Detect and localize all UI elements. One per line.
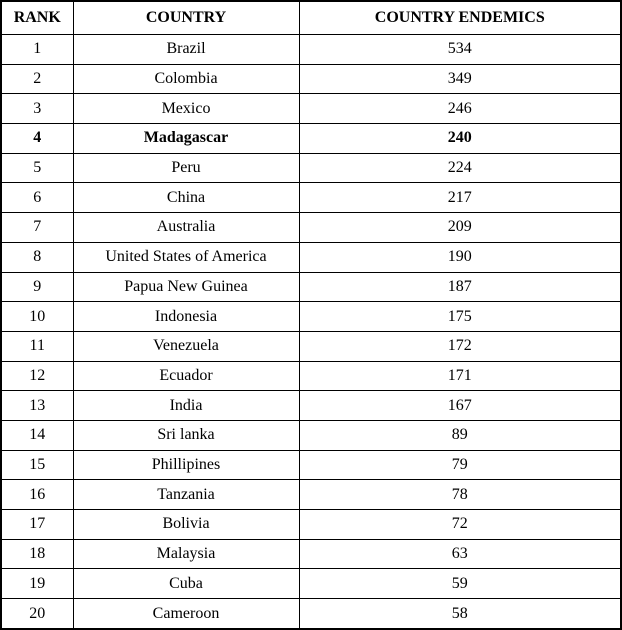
cell-country: Peru — [72, 152, 300, 184]
cell-endemics: 167 — [298, 390, 622, 421]
table-row: 16 Tanzania 78 — [0, 479, 622, 510]
table-row: 4 Madagascar 240 — [0, 123, 622, 154]
cell-rank: 1 — [0, 34, 74, 65]
cell-rank: 10 — [0, 301, 74, 332]
cell-country: Sri lanka — [72, 419, 300, 451]
header-endemics: COUNTRY ENDEMICS — [298, 0, 622, 35]
cell-country: Cuba — [72, 568, 300, 600]
cell-country: Tanzania — [72, 479, 300, 510]
cell-endemics: 217 — [298, 182, 622, 214]
cell-endemics: 246 — [298, 93, 622, 125]
cell-endemics: 89 — [298, 419, 622, 451]
header-row: RANK COUNTRY COUNTRY ENDEMICS — [0, 0, 622, 35]
table-row: 18 Malaysia 63 — [0, 538, 622, 570]
table-header: RANK COUNTRY COUNTRY ENDEMICS — [0, 0, 622, 35]
cell-endemics: 171 — [298, 360, 622, 392]
cell-endemics: 190 — [298, 241, 622, 273]
cell-endemics: 59 — [298, 568, 622, 600]
cell-country: China — [72, 182, 300, 214]
cell-country: Mexico — [72, 93, 300, 125]
cell-rank: 18 — [0, 538, 74, 570]
cell-rank: 14 — [0, 419, 74, 451]
table-row: 6 China 217 — [0, 182, 622, 214]
cell-endemics: 187 — [298, 271, 622, 303]
cell-endemics: 534 — [298, 34, 622, 65]
cell-endemics: 349 — [298, 63, 622, 95]
cell-country: United States of America — [72, 241, 300, 273]
cell-endemics: 224 — [298, 152, 622, 184]
cell-rank: 15 — [0, 449, 74, 481]
cell-country: Brazil — [72, 34, 300, 65]
cell-endemics: 172 — [298, 330, 622, 362]
table-row: 17 Bolivia 72 — [0, 509, 622, 540]
cell-rank: 7 — [0, 212, 74, 243]
cell-country: Malaysia — [72, 538, 300, 570]
cell-rank: 13 — [0, 390, 74, 421]
cell-country: Venezuela — [72, 330, 300, 362]
cell-country: India — [72, 390, 300, 421]
cell-country: Madagascar — [72, 123, 300, 154]
table-row: 19 Cuba 59 — [0, 568, 622, 600]
table-row: 3 Mexico 246 — [0, 93, 622, 125]
cell-country: Ecuador — [72, 360, 300, 392]
table-row: 20 Cameroon 58 — [0, 598, 622, 630]
table-row: 13 India 167 — [0, 390, 622, 421]
cell-country: Colombia — [72, 63, 300, 95]
cell-country: Bolivia — [72, 509, 300, 540]
cell-endemics: 79 — [298, 449, 622, 481]
table-row: 10 Indonesia 175 — [0, 301, 622, 332]
cell-country: Australia — [72, 212, 300, 243]
table-row: 12 Ecuador 171 — [0, 360, 622, 392]
table-row: 15 Phillipines 79 — [0, 449, 622, 481]
cell-rank: 8 — [0, 241, 74, 273]
cell-rank: 5 — [0, 152, 74, 184]
table-row: 9 Papua New Guinea 187 — [0, 271, 622, 303]
cell-endemics: 209 — [298, 212, 622, 243]
cell-rank: 20 — [0, 598, 74, 630]
cell-endemics: 72 — [298, 509, 622, 540]
cell-endemics: 78 — [298, 479, 622, 510]
cell-country: Papua New Guinea — [72, 271, 300, 303]
cell-rank: 16 — [0, 479, 74, 510]
cell-rank: 4 — [0, 123, 74, 154]
table-row: 5 Peru 224 — [0, 152, 622, 184]
cell-endemics: 58 — [298, 598, 622, 630]
table-row: 7 Australia 209 — [0, 212, 622, 243]
cell-country: Phillipines — [72, 449, 300, 481]
cell-rank: 17 — [0, 509, 74, 540]
cell-rank: 19 — [0, 568, 74, 600]
cell-country: Cameroon — [72, 598, 300, 630]
cell-endemics: 240 — [298, 123, 622, 154]
cell-rank: 12 — [0, 360, 74, 392]
table-row: 2 Colombia 349 — [0, 63, 622, 95]
cell-endemics: 175 — [298, 301, 622, 332]
header-country: COUNTRY — [72, 0, 300, 35]
cell-rank: 3 — [0, 93, 74, 125]
cell-country: Indonesia — [72, 301, 300, 332]
table-row: 1 Brazil 534 — [0, 34, 622, 65]
cell-endemics: 63 — [298, 538, 622, 570]
table-body: 1 Brazil 534 2 Colombia 349 3 Mexico 246 4 Madagas… — [0, 34, 622, 630]
cell-rank: 9 — [0, 271, 74, 303]
cell-rank: 6 — [0, 182, 74, 214]
header-rank: RANK — [0, 0, 74, 35]
table-row: 8 United States of America 190 — [0, 241, 622, 273]
cell-rank: 2 — [0, 63, 74, 95]
cell-rank: 11 — [0, 330, 74, 362]
table-row: 11 Venezuela 172 — [0, 330, 622, 362]
table-row: 14 Sri lanka 89 — [0, 419, 622, 451]
